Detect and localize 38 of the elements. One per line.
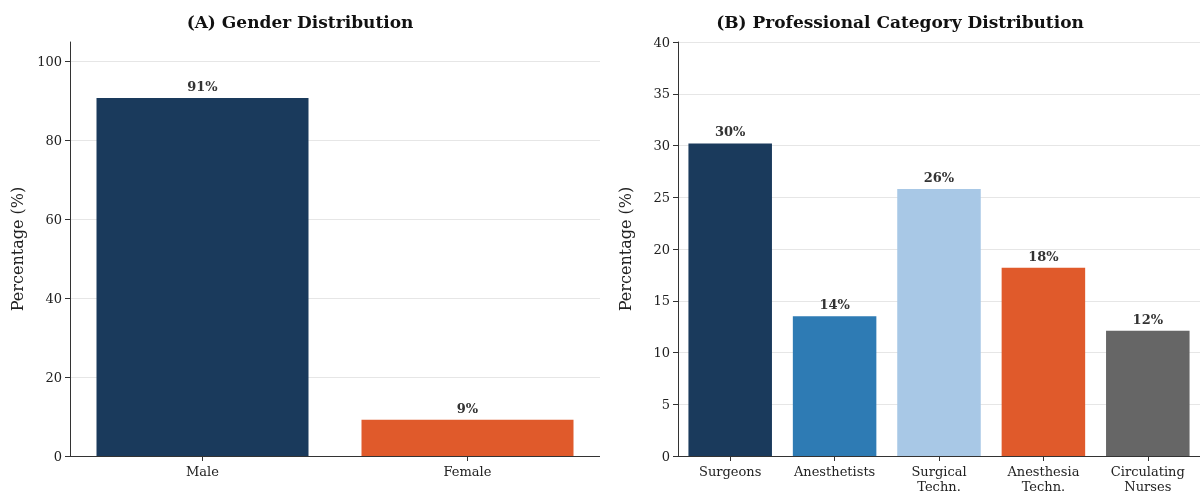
y-tick-label: 40 [45,290,62,306]
y-tick-label: 0 [661,448,670,464]
y-axis-title: Percentage (%) [7,186,27,312]
bar [792,316,877,456]
x-tick-label: Circulating Nurses [1110,464,1185,494]
data-label: 9% [456,400,479,416]
bar [897,188,981,456]
x-tick-label: Surgical Techn. [911,464,967,494]
x-tick-label: Surgeons [699,464,762,479]
y-tick-label: 35 [653,86,670,102]
data-label: 91% [187,78,219,94]
chart-title: (A) Gender Distribution [186,11,414,32]
y-tick-label: 80 [45,133,62,149]
x-tick-label: Male [186,464,220,479]
data-label: 30% [714,124,747,140]
data-label: 18% [1028,248,1060,264]
y-tick-label: 20 [653,241,670,257]
y-tick-label: 40 [653,34,670,50]
x-tick-label: Female [443,464,492,479]
y-tick-label: 20 [45,369,62,385]
y-tick-label: 30 [653,138,670,153]
x-tick-label: Anesthetists [792,464,876,479]
bar [1106,330,1190,456]
data-label: 14% [819,297,851,313]
y-tick-label: 0 [53,448,62,464]
y-tick-label: 60 [45,211,62,227]
y-tick-label: 15 [653,293,670,309]
chart-title: (B) Professional Category Distribution [716,11,1084,32]
y-tick-label: 25 [653,189,670,205]
x-tick-label: Anesthesia Techn. [1006,464,1080,494]
y-tick-label: 100 [37,54,62,70]
y-axis-title: Percentage (%) [615,186,635,312]
y-tick-label: 5 [661,396,670,412]
data-label: 26% [923,169,955,185]
bar [1001,267,1086,456]
data-label: 12% [1132,311,1164,327]
y-tick-label: 10 [653,345,670,360]
bar [688,143,772,456]
